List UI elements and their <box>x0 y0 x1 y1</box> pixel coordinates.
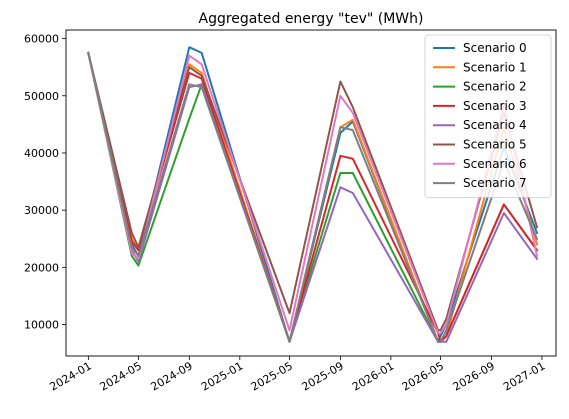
plot-frame <box>65 29 557 357</box>
legend-label: Scenario 0 <box>463 41 527 55</box>
legend-label: Scenario 2 <box>463 80 527 94</box>
series-line-5 <box>87 51 539 332</box>
legend-box <box>424 34 552 198</box>
y-tick-label: 20000 <box>24 261 59 274</box>
y-tick-label: 50000 <box>24 90 59 103</box>
legend: Scenario 0 Scenario 1 Scenario 2 Scenario 3… <box>424 34 552 198</box>
chart-title: Aggregated energy "tev" (MWh) <box>199 11 424 27</box>
legend-label: Scenario 1 <box>463 60 527 74</box>
legend-label: Scenario 5 <box>463 138 527 152</box>
y-tick-label: 10000 <box>24 319 59 332</box>
legend-label: Scenario 7 <box>463 176 527 190</box>
y-tick-label: 60000 <box>24 33 59 46</box>
y-tick-label: 30000 <box>24 204 59 217</box>
y-tick-label: 40000 <box>24 147 59 160</box>
legend-label: Scenario 3 <box>463 99 527 113</box>
series-line-7 <box>87 51 539 343</box>
series-line-4 <box>87 51 539 343</box>
legend-label: Scenario 4 <box>463 118 527 132</box>
series-lines <box>87 46 539 343</box>
legend-label: Scenario 6 <box>463 157 527 171</box>
y-axis: 10000 20000 30000 40000 50000 60000 <box>24 33 66 332</box>
series-line-3 <box>87 51 539 343</box>
series-line-6 <box>87 51 539 335</box>
